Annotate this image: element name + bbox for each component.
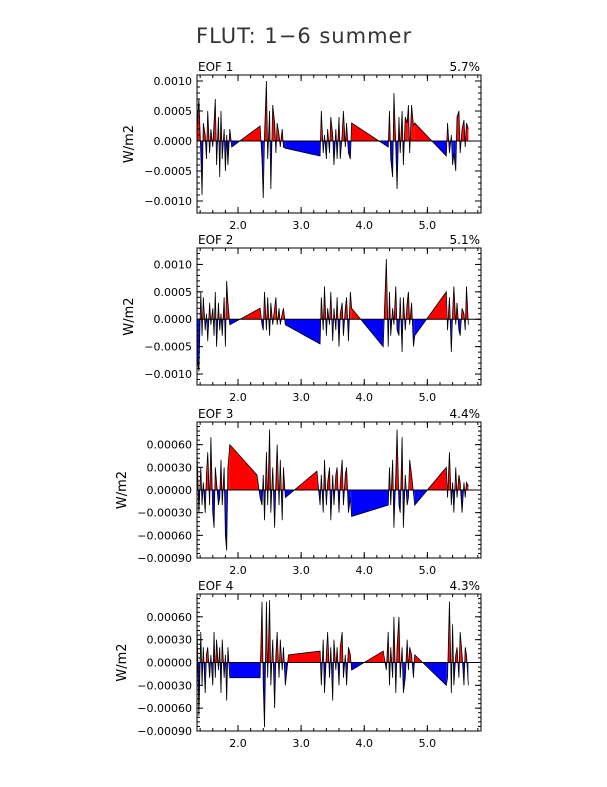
eof4-series-line	[196, 600, 469, 728]
eof4-ytick-label: −0.00060	[137, 702, 192, 715]
eof1-ylabel: W/m2	[122, 125, 137, 163]
eof4-panel-label: EOF 4	[198, 579, 233, 593]
eof1-xtick-label: 5.0	[419, 219, 437, 232]
eof2-xtick-label: 2.0	[229, 391, 247, 404]
eof3-xtick-label: 2.0	[229, 564, 247, 577]
eof2-negative-area	[458, 319, 461, 336]
eof2-variance-label: 5.1%	[450, 233, 481, 247]
eof3-ylabel: W/m2	[115, 471, 130, 509]
eof1-positive-area	[466, 123, 469, 141]
eof2-positive-area	[407, 291, 409, 320]
eof3-positive-area	[229, 444, 257, 490]
eof3-positive-area	[345, 467, 347, 490]
eof1-variance-label: 5.7%	[450, 60, 481, 74]
eof1-ytick-label: 0.0000	[154, 135, 193, 148]
eof2-series-line	[196, 258, 469, 372]
eof3-series-line	[196, 429, 469, 551]
eof2-negative-area	[397, 319, 399, 336]
eof1-xtick-label: 2.0	[229, 219, 247, 232]
eof1-ytick-label: 0.0010	[154, 75, 193, 88]
eof3-ytick-label: −0.00060	[137, 529, 192, 542]
eof1-positive-area	[272, 105, 275, 141]
eof4-ytick-label: −0.00090	[137, 725, 192, 738]
eof4-ytick-label: 0.00000	[147, 657, 193, 670]
eof4-ylabel: W/m2	[115, 643, 130, 681]
eof3-ytick-label: −0.00090	[137, 552, 192, 565]
eof4-negative-area	[403, 662, 406, 693]
eof4-positive-area	[340, 632, 343, 663]
eof4-positive-area	[288, 651, 321, 663]
eof1-positive-area	[413, 123, 415, 141]
eof3-positive-area	[466, 482, 469, 490]
eof3-positive-area	[227, 444, 230, 490]
eof3-negative-area	[260, 490, 263, 506]
eof4-xtick-label: 2.0	[229, 737, 247, 750]
eof3-xtick-label: 5.0	[419, 564, 437, 577]
eof2-panel-label: EOF 2	[198, 233, 233, 247]
eof3-positive-area	[409, 459, 412, 490]
eof1-negative-area	[283, 141, 286, 149]
eof4-negative-area	[446, 662, 448, 686]
eof3-ytick-label: −0.00030	[137, 507, 192, 520]
eof4-ytick-label: 0.00030	[147, 634, 193, 647]
eof2-ytick-label: 0.0010	[154, 258, 193, 271]
eof2-negative-area	[285, 319, 321, 344]
eof1-xtick-label: 4.0	[355, 219, 373, 232]
eof4-positive-area	[348, 647, 351, 663]
eof3-negative-area	[212, 490, 215, 528]
eof4-xtick-label: 4.0	[355, 737, 373, 750]
eof3-xtick-label: 4.0	[355, 564, 373, 577]
eof2-ytick-label: 0.0000	[154, 313, 193, 326]
eof1-xtick-label: 3.0	[292, 219, 310, 232]
eof2-xtick-label: 4.0	[355, 391, 373, 404]
eof4-xtick-label: 3.0	[292, 737, 310, 750]
eof4-xtick-label: 5.0	[419, 737, 437, 750]
eof4-ytick-label: −0.00030	[137, 679, 192, 692]
eof4-variance-label: 4.3%	[450, 579, 481, 593]
eof2-ytick-label: 0.0005	[154, 286, 193, 299]
eof1-ytick-label: −0.0010	[144, 195, 192, 208]
eof1-positive-area	[457, 111, 459, 141]
eof1-ytick-label: −0.0005	[144, 165, 192, 178]
eof1-negative-area	[390, 141, 393, 177]
eof2-ytick-label: −0.0010	[144, 368, 192, 381]
eof3-panel-label: EOF 3	[198, 407, 233, 421]
eof1-positive-area	[462, 120, 464, 141]
eof1-positive-area	[405, 117, 408, 141]
eof1-ytick-label: 0.0005	[154, 105, 193, 118]
eof3-xtick-label: 3.0	[292, 564, 310, 577]
eof2-positive-area	[462, 308, 464, 320]
eof3-ytick-label: 0.00060	[147, 439, 193, 452]
figure-title: FLUT: 1−6 summer	[196, 24, 413, 48]
eof3-negative-area	[351, 490, 389, 517]
eof1-negative-area	[285, 141, 321, 156]
eof4-ytick-label: 0.00060	[147, 611, 193, 624]
eof2-ytick-label: −0.0005	[144, 341, 192, 354]
eof1-panel-label: EOF 1	[198, 60, 233, 74]
eof2-xtick-label: 5.0	[419, 391, 437, 404]
eof2-ylabel: W/m2	[122, 297, 137, 335]
eof4-negative-area	[229, 662, 261, 678]
eof2-xtick-label: 3.0	[292, 391, 310, 404]
eof3-ytick-label: 0.00030	[147, 461, 193, 474]
eof3-variance-label: 4.4%	[450, 407, 481, 421]
eof2-negative-area	[413, 319, 415, 347]
eof4-positive-area	[409, 647, 412, 663]
eof1-series-line	[196, 80, 469, 199]
eof3-ytick-label: 0.00000	[147, 484, 193, 497]
